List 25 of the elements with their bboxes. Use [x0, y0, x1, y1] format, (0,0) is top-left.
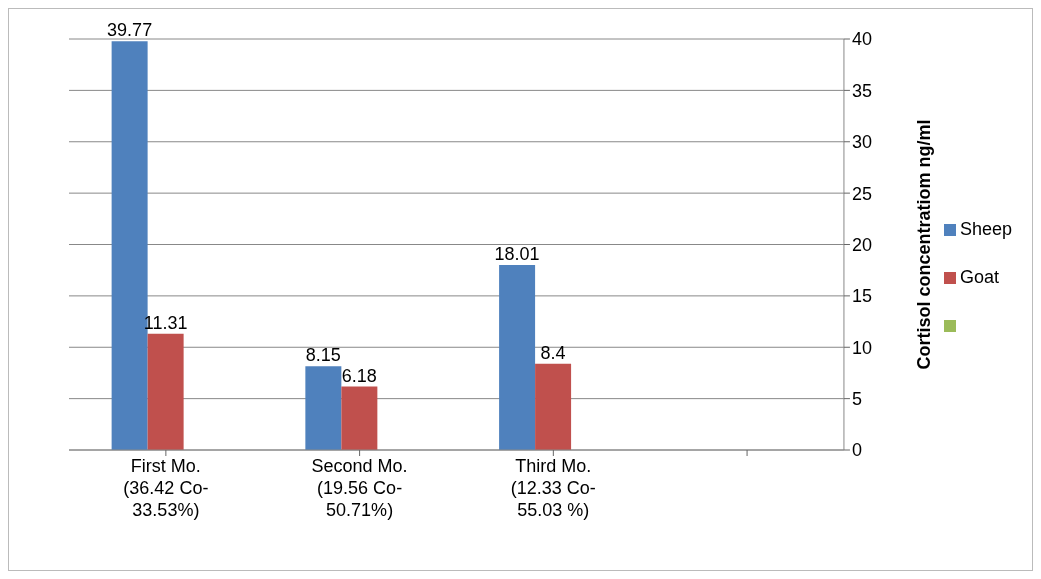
y-tick-label: 40	[851, 29, 872, 50]
data-label: 6.18	[341, 365, 377, 386]
legend-label: Sheep	[959, 219, 1012, 240]
y-tick-label: 20	[851, 234, 872, 255]
data-label: 18.01	[494, 243, 540, 264]
y-tick-label: 30	[851, 132, 872, 153]
x-tick-label: Second Mo. (19.56 Co- 50.71%)	[311, 456, 408, 520]
bar	[535, 363, 572, 450]
bar	[147, 333, 184, 450]
y-tick-label: 25	[851, 183, 872, 204]
x-tick-label: Third Mo. (12.33 Co- 55.03 %)	[510, 456, 596, 520]
y-tick-label: 10	[851, 337, 872, 358]
data-label: 8.15	[305, 345, 341, 366]
y-tick-label: 0	[851, 440, 862, 461]
y-tick-label: 5	[851, 389, 862, 410]
y-tick-label: 35	[851, 80, 872, 101]
y-axis-title: Cortisol concentratiom ng/ml	[914, 119, 935, 370]
legend-label: Goat	[959, 267, 999, 288]
data-label: 8.4	[540, 342, 566, 363]
data-label: 39.77	[107, 20, 153, 41]
y-tick-label: 15	[851, 286, 872, 307]
bar	[305, 366, 342, 450]
bar	[341, 386, 378, 450]
bar	[499, 264, 536, 450]
x-tick-label: First Mo. (36.42 Co- 33.53%)	[123, 456, 209, 520]
